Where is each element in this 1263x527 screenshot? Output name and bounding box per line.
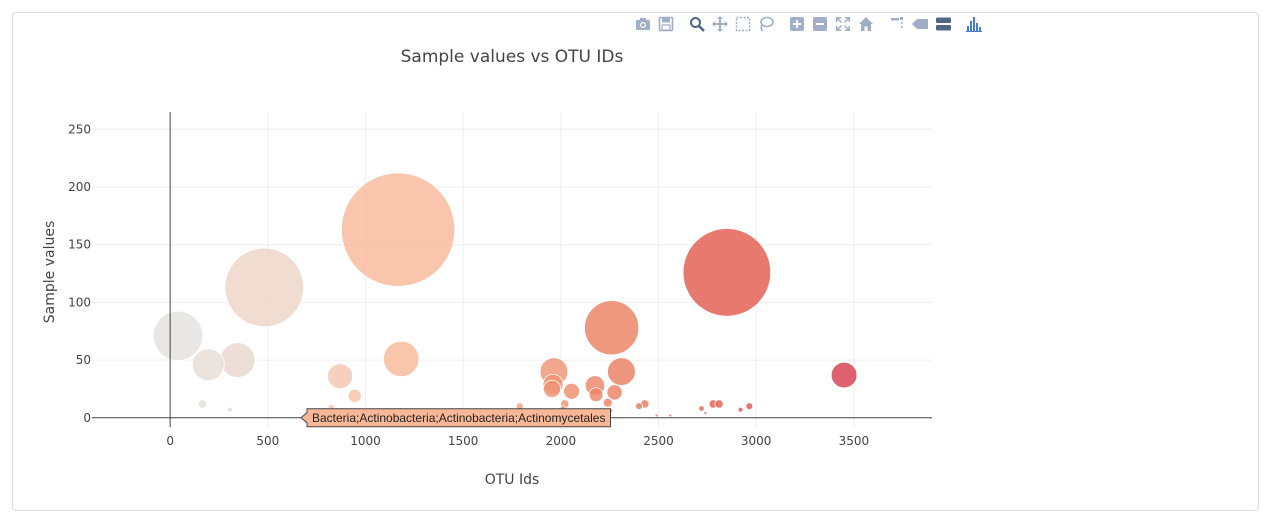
y-axis-label: Sample values [42, 221, 58, 323]
bubble-point[interactable] [340, 172, 456, 287]
bubble-point[interactable] [714, 399, 724, 409]
bubble-point[interactable] [219, 342, 256, 378]
zoom-out-icon [813, 17, 827, 31]
bubble-point[interactable] [606, 384, 623, 401]
zoom-icon [690, 17, 705, 32]
x-tick-label: 1500 [448, 434, 479, 448]
x-tick-label: 1000 [350, 434, 381, 448]
modebar [634, 14, 988, 34]
chart-grid [92, 112, 932, 427]
zoom-button[interactable] [688, 15, 706, 33]
spike-lines-icon [891, 17, 903, 28]
x-tick-label: 3000 [741, 434, 772, 448]
y-tick-label: 100 [68, 295, 91, 309]
hover-closest-button[interactable] [911, 15, 929, 33]
x-axis-label: OTU Ids [485, 472, 540, 488]
save-icon [658, 16, 674, 32]
bubble-point[interactable] [588, 387, 604, 403]
bubble-point[interactable] [327, 363, 354, 390]
autoscale-icon [836, 17, 850, 31]
x-tick-label: 3500 [839, 434, 870, 448]
bubble-point[interactable] [152, 310, 204, 361]
spike-lines-button[interactable] [888, 15, 906, 33]
hover-compare-icon [936, 17, 951, 31]
camera-icon [636, 18, 650, 30]
y-tick-label: 50 [76, 353, 91, 367]
bubble-point[interactable] [584, 300, 640, 356]
bubble-point[interactable] [226, 406, 233, 413]
bubble-point[interactable] [830, 361, 858, 389]
bubble-point[interactable] [224, 247, 305, 328]
bubble-point[interactable] [191, 348, 225, 382]
bubble-point[interactable] [347, 388, 362, 403]
bubble-point[interactable] [383, 340, 420, 378]
lasso-select-icon [760, 16, 774, 32]
pan-icon [712, 16, 728, 32]
chart-card [12, 12, 1259, 511]
tooltip-box [300, 408, 611, 428]
y-tick-label: 150 [68, 238, 91, 252]
bubble-point[interactable] [745, 402, 754, 411]
bubble-point[interactable] [542, 379, 562, 399]
pan-button[interactable] [711, 15, 729, 33]
y-tick-label: 250 [68, 122, 91, 136]
chart-title: Sample values vs OTU IDs [401, 47, 624, 67]
reset-axes-button[interactable] [857, 15, 875, 33]
bubble-point[interactable] [635, 402, 643, 411]
bubble-point[interactable] [654, 413, 659, 418]
reset-axes-icon [859, 17, 873, 31]
bubble-point[interactable] [668, 413, 673, 418]
plotly-logo-icon [966, 17, 982, 32]
zoom-in-button[interactable] [788, 15, 806, 33]
hover-closest-icon [912, 19, 928, 29]
camera-button[interactable] [634, 15, 652, 33]
plotly-logo-button[interactable] [965, 15, 983, 33]
lasso-select-button[interactable] [757, 15, 775, 33]
bubble-point[interactable] [682, 228, 772, 317]
y-tick-label: 200 [68, 180, 91, 194]
bubble-point[interactable] [607, 357, 636, 386]
x-tick-label: 2000 [546, 434, 577, 448]
x-tick-label: 0 [166, 434, 174, 448]
hover-tooltip: Bacteria;Actinobacteria;Actinobacteria;A… [300, 408, 611, 428]
x-tick-label: 2500 [643, 434, 674, 448]
bubble-point[interactable] [197, 399, 207, 409]
y-tick-label: 0 [83, 411, 91, 425]
x-tick-label: 500 [256, 434, 279, 448]
zoom-in-icon [790, 17, 804, 31]
zoom-out-button[interactable] [811, 15, 829, 33]
box-select-icon [735, 16, 751, 32]
bubble-point[interactable] [698, 405, 705, 412]
hover-compare-button[interactable] [934, 15, 952, 33]
box-select-button[interactable] [734, 15, 752, 33]
bubble-point[interactable] [602, 397, 613, 408]
bubble-point[interactable] [737, 406, 744, 413]
chart-bubbles [152, 172, 858, 418]
bubble-point[interactable] [703, 411, 708, 416]
chart-axes: 0 500 1000 1500 2000 2500 3000 3500 0 50 100 150 200… [68, 112, 932, 448]
tooltip-text: Bacteria;Actinobacteria;Actinobacteria;A… [312, 411, 605, 425]
bubble-point[interactable] [563, 382, 580, 400]
autoscale-button[interactable] [834, 15, 852, 33]
save-button[interactable] [657, 15, 675, 33]
